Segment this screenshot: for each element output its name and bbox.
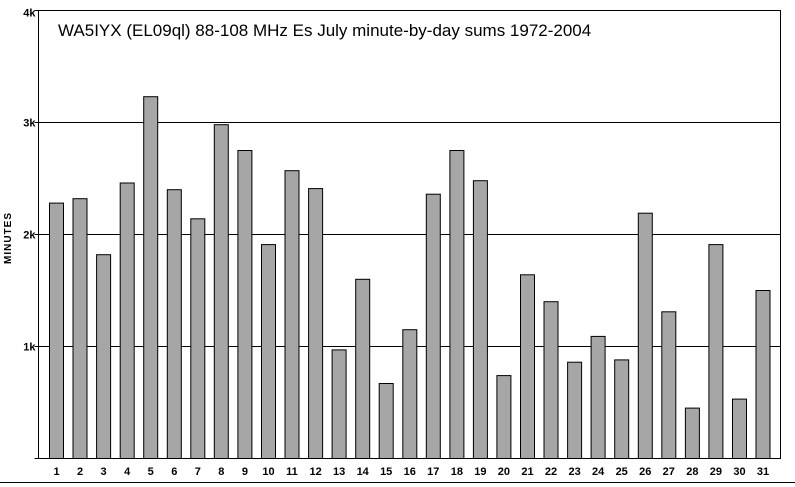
x-tick-label: 8 <box>218 466 224 478</box>
x-tick-label: 10 <box>262 466 274 478</box>
x-tick-labels: 1 2 3 4 5 6 7 8 9 10 11 12 13 14 15 16 17 18 19 20 21 22 23 24 2… <box>53 466 769 478</box>
x-tick-label: 12 <box>309 466 321 478</box>
bar <box>496 375 512 460</box>
bar <box>520 274 535 459</box>
bar <box>119 182 135 459</box>
x-tick-label: 15 <box>380 466 392 478</box>
bar <box>96 254 112 459</box>
x-tick-label: 25 <box>616 466 628 478</box>
bar <box>590 335 606 459</box>
x-tick-label: 20 <box>498 466 510 478</box>
x-tick-label: 27 <box>663 466 675 478</box>
bar <box>166 189 182 459</box>
bars <box>49 96 771 460</box>
bar <box>284 170 300 459</box>
x-tick-label: 29 <box>710 466 722 478</box>
bar <box>637 212 653 459</box>
bar <box>425 193 441 459</box>
x-tick-label: 18 <box>451 466 463 478</box>
y-tick-labels: 1k 2k 3k 4k <box>23 8 39 459</box>
bar <box>355 278 371 459</box>
bar <box>402 329 418 460</box>
x-tick-label: 19 <box>474 466 486 478</box>
bar <box>308 188 324 459</box>
bar <box>213 124 229 459</box>
x-tick-label: 2 <box>77 466 83 478</box>
bar <box>449 150 465 459</box>
x-tick-label: 7 <box>195 466 201 478</box>
bar <box>732 398 747 460</box>
y-tick-label: 2k <box>23 230 36 242</box>
bar <box>543 301 559 460</box>
x-tick-label: 4 <box>124 466 131 478</box>
x-tick-label: 13 <box>333 466 345 478</box>
x-tick-label: 16 <box>404 466 416 478</box>
bar <box>661 311 677 459</box>
y-tick-label: 3k <box>23 118 36 130</box>
bar <box>378 383 394 459</box>
x-tick-label: 17 <box>427 466 439 478</box>
bar <box>567 361 583 460</box>
x-tick-label: 21 <box>521 466 533 478</box>
x-tick-label: 1 <box>53 466 59 478</box>
bar <box>684 407 700 460</box>
x-tick-label: 3 <box>101 466 107 478</box>
x-tick-label: 6 <box>171 466 177 478</box>
x-tick-label: 26 <box>639 466 651 478</box>
x-tick-label: 14 <box>357 466 370 478</box>
x-tick-label: 11 <box>286 466 298 478</box>
bar <box>143 96 159 459</box>
x-tick-label: 23 <box>568 466 580 478</box>
bar <box>190 218 206 459</box>
bar <box>237 150 253 459</box>
y-tick-label: 4k <box>23 8 36 20</box>
x-tick-label: 22 <box>545 466 557 478</box>
x-tick-label: 30 <box>733 466 745 478</box>
y-tick-label: 1k <box>23 342 36 354</box>
bar <box>331 349 347 459</box>
x-tick-label: 24 <box>592 466 605 478</box>
x-tick-label: 28 <box>686 466 698 478</box>
bar <box>472 180 488 459</box>
bar <box>755 290 771 459</box>
bar <box>614 359 630 459</box>
bar <box>72 198 88 459</box>
x-tick-label: 31 <box>757 466 769 478</box>
chart-title: WA5IYX (EL09ql) 88-108 MHz Es July minut… <box>58 21 591 40</box>
bar <box>261 244 276 459</box>
y-axis-label: MINUTES <box>3 212 14 264</box>
x-tick-label: 9 <box>242 466 248 478</box>
bar <box>708 244 724 459</box>
x-tick-label: 5 <box>148 466 154 478</box>
bar <box>49 202 64 459</box>
